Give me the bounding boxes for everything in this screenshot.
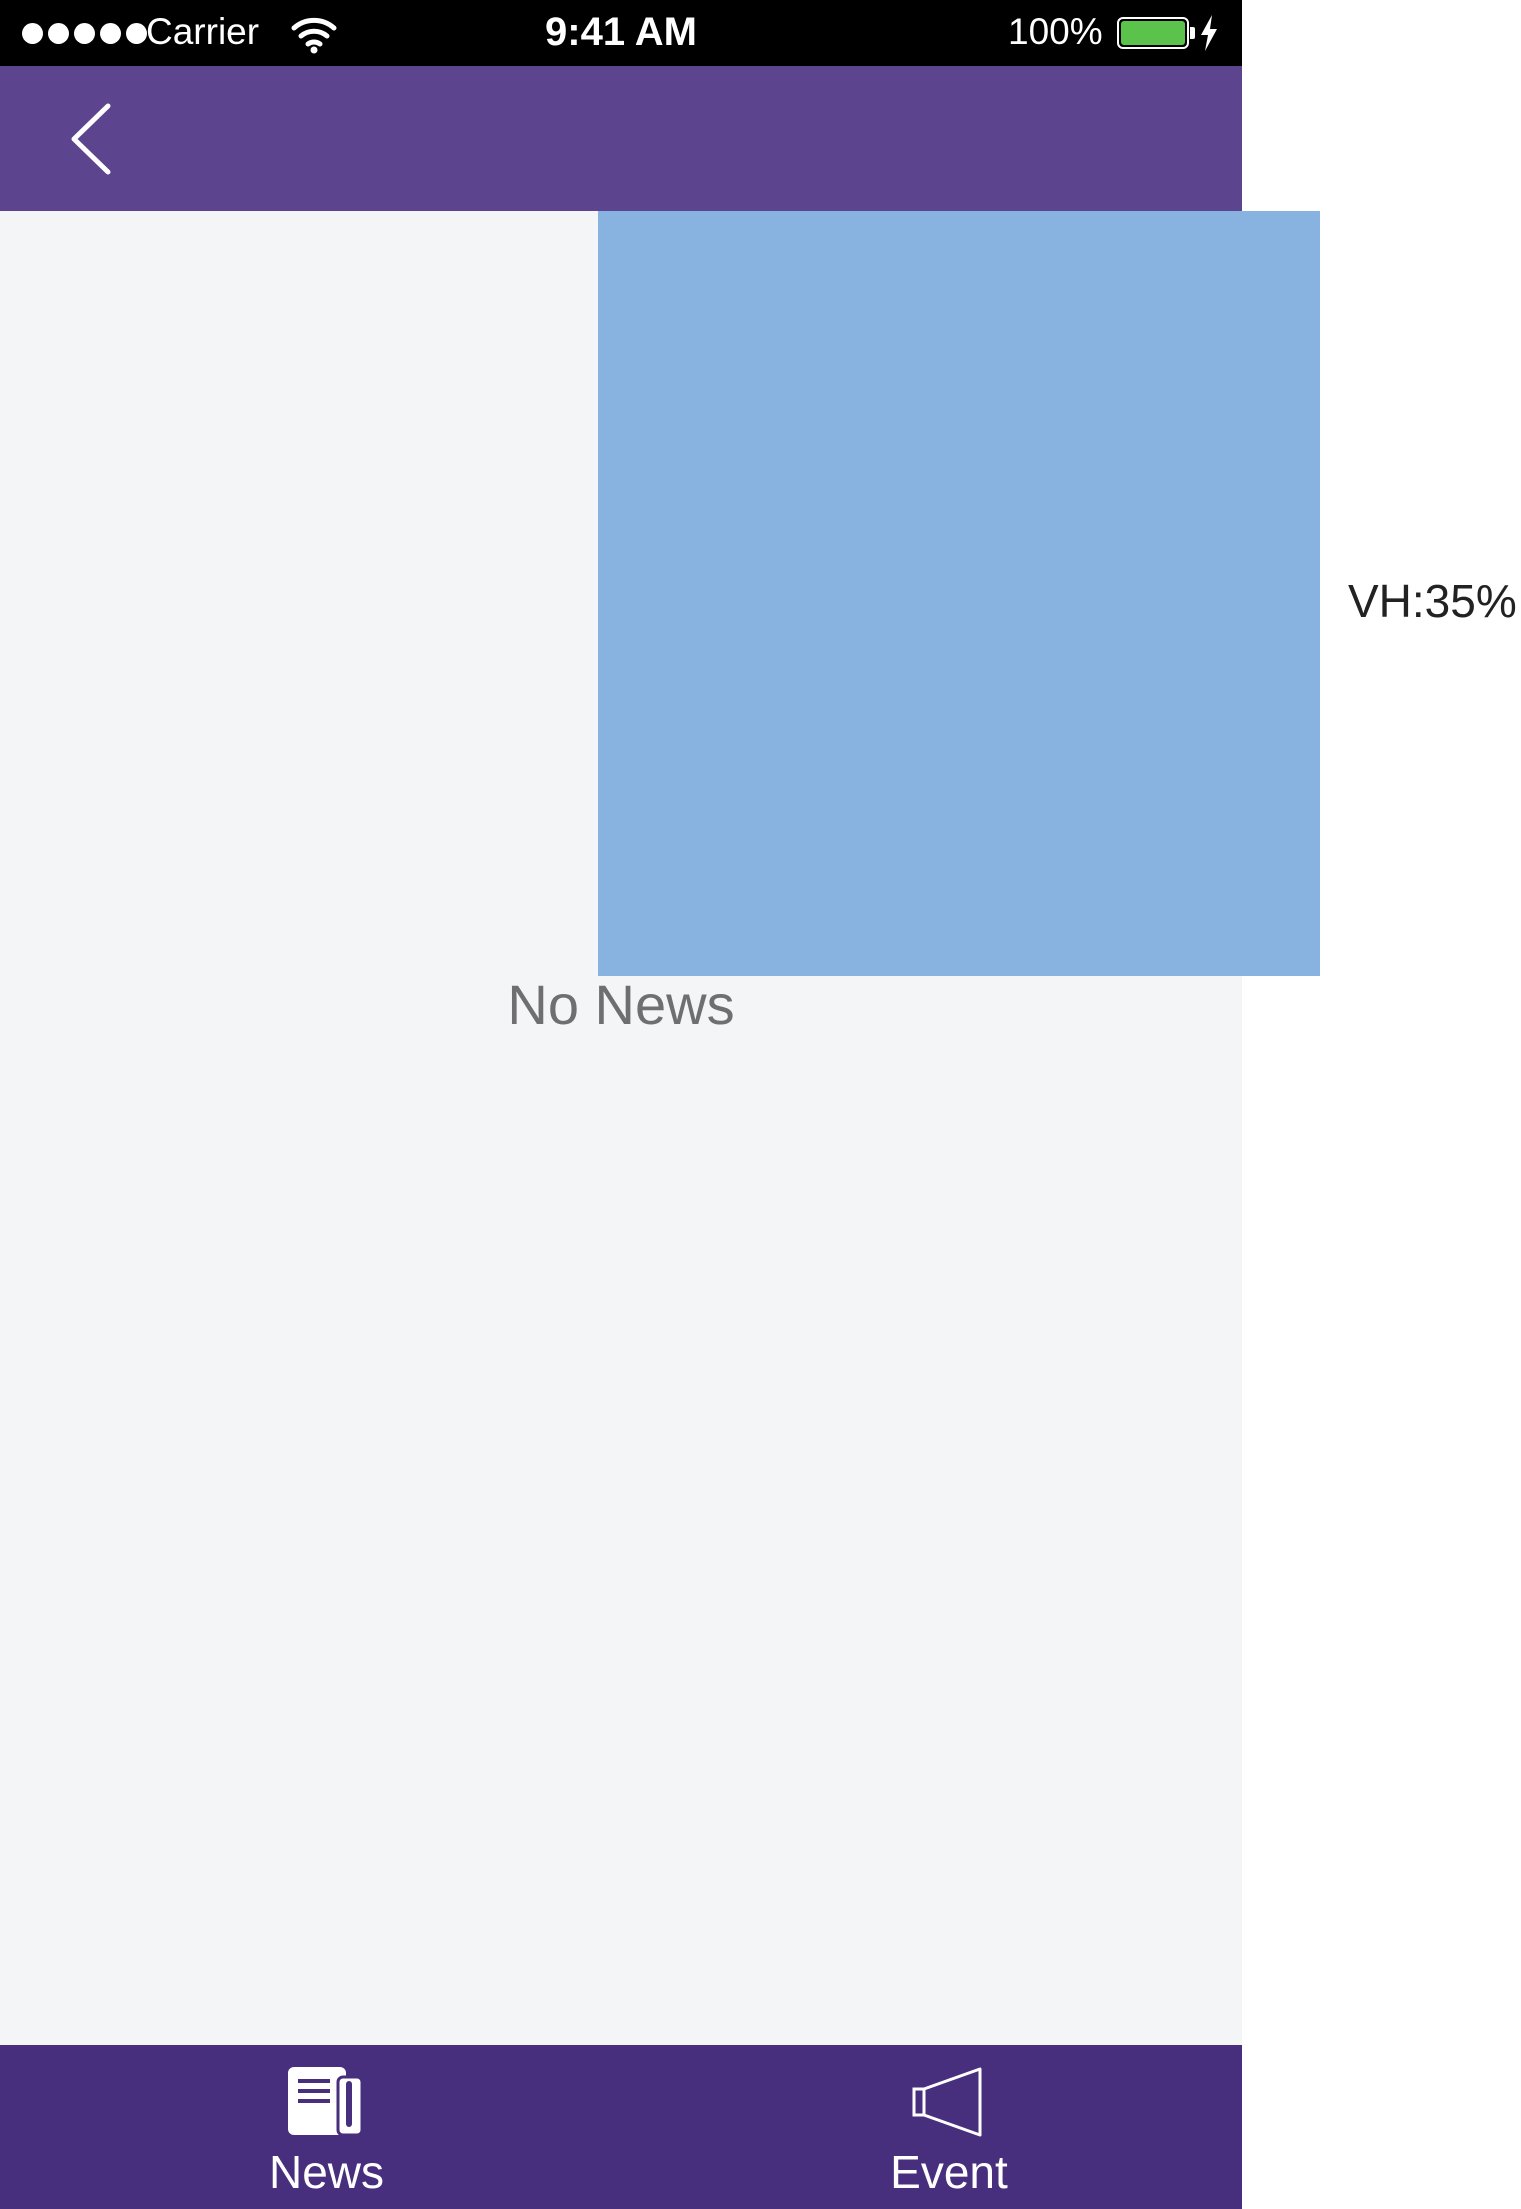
battery-icon xyxy=(1117,17,1195,49)
viewport-height-annotation: VH:35% xyxy=(1348,575,1517,627)
battery-fill xyxy=(1121,21,1185,45)
tab-news-label: News xyxy=(268,2146,385,2198)
viewport-height-box xyxy=(598,211,1320,976)
tab-news[interactable]: News xyxy=(0,2045,621,2209)
tab-event[interactable]: Event xyxy=(621,2045,1242,2209)
tab-bar: News Event xyxy=(0,2045,1242,2209)
navigation-bar xyxy=(0,66,1242,211)
status-bar: Carrier 9:41 AM 100% xyxy=(0,0,1242,66)
battery-percent: 100% xyxy=(1008,11,1103,52)
empty-state-message: No News xyxy=(507,973,735,1036)
megaphone-icon xyxy=(912,2067,982,2137)
carrier-name: Carrier xyxy=(146,11,260,52)
newspaper-icon xyxy=(288,2067,364,2137)
status-time: 9:41 AM xyxy=(545,10,697,54)
wifi-icon xyxy=(291,17,337,54)
charging-bolt-icon xyxy=(1201,15,1217,51)
tab-event-label: Event xyxy=(890,2146,1008,2198)
back-button[interactable] xyxy=(62,102,122,176)
signal-strength-icon xyxy=(22,23,147,45)
